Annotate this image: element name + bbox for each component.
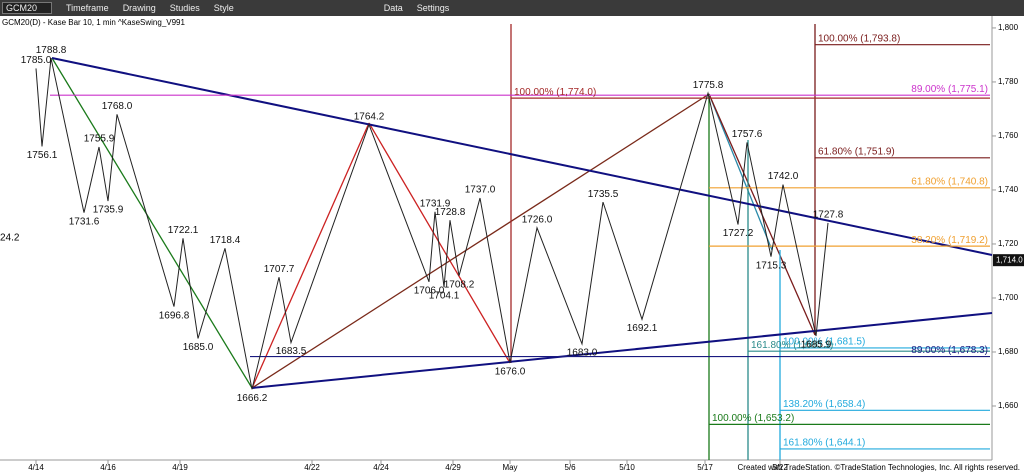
swing-label: 1735.5 <box>588 189 619 200</box>
y-tick-label: 1,720 <box>998 239 1019 248</box>
fib-label: 100.00% (1,774.0) <box>514 87 596 98</box>
symbol-box[interactable]: GCM20 <box>2 2 53 14</box>
last-price-box <box>993 254 1024 267</box>
swing-label: 1685.0 <box>183 342 214 353</box>
y-tick-label: 1,800 <box>998 23 1019 32</box>
x-tick-label: 5/22 <box>772 463 788 472</box>
swing-label: 1731.6 <box>69 216 100 227</box>
y-tick-label: 1,660 <box>998 401 1019 410</box>
swing-label: 1666.2 <box>237 393 268 404</box>
fib-label: 89.00% (1,678.3) <box>911 345 988 356</box>
footer: Created with TradeStation. ©TradeStation… <box>738 463 1021 472</box>
swing-line <box>35 58 829 390</box>
swing-label: 1768.0 <box>102 101 133 112</box>
toolbar: GCM20 Timeframe Drawing Studies Style Da… <box>0 0 1024 16</box>
fib-label: 138.20% (1,658.4) <box>783 399 865 410</box>
swing-label: 1707.7 <box>264 264 295 275</box>
swing-projection <box>51 57 253 389</box>
swing-label: 1737.0 <box>465 185 496 196</box>
menu-item[interactable]: Style <box>213 3 234 13</box>
swing-label: 1715.3 <box>756 260 787 271</box>
y-tick-label: 1,780 <box>998 77 1019 86</box>
menu-item[interactable]: Studies <box>169 3 200 13</box>
y-tick-label: 1,760 <box>998 131 1019 140</box>
swing-label: 1727.8 <box>813 210 844 221</box>
trend-line <box>251 312 993 389</box>
swing-label: 1683.0 <box>567 348 598 359</box>
fib-label: 89.00% (1,775.1) <box>911 84 988 95</box>
swing-label: 1706.0 <box>414 285 445 296</box>
fib-label: 161.80% (1,644.1) <box>783 438 865 449</box>
swing-label: 1692.1 <box>627 323 658 334</box>
swing-label: 1696.8 <box>159 310 190 321</box>
swing-label: 1764.2 <box>354 111 385 122</box>
x-tick-label: 5/17 <box>697 463 713 472</box>
x-tick-label: 4/29 <box>445 463 461 472</box>
swing-label: 1718.4 <box>210 235 241 246</box>
swing-label: 1735.9 <box>93 205 124 216</box>
fib-label: 38.20% (1,719.2) <box>911 235 988 246</box>
x-tick-label: 4/14 <box>28 463 44 472</box>
x-tick-label: 4/19 <box>172 463 188 472</box>
swing-label: 1683.5 <box>276 346 307 357</box>
swing-label: 1742.0 <box>768 171 799 182</box>
chart-title: GCM20(D) - Kase Bar 10, 1 min ^KaseSwing… <box>2 18 185 27</box>
last-price-label: 1,714.0 <box>996 255 1023 264</box>
x-tick-label: May <box>502 463 517 472</box>
fib-label: 100.00% (1,681.5) <box>783 337 865 348</box>
x-tick-label: 4/24 <box>373 463 389 472</box>
swing-label: 1757.6 <box>732 129 763 140</box>
menu-item[interactable]: Settings <box>416 3 450 13</box>
swing-label: 1708.2 <box>444 279 475 290</box>
swing-label: 1755.9 <box>84 134 115 145</box>
swing-label: 1726.0 <box>522 214 553 225</box>
fib-label: 61.80% (1,740.8) <box>911 176 988 187</box>
menu-item[interactable]: Drawing <box>122 3 156 13</box>
swing-label: 1785.0 <box>21 55 52 66</box>
x-tick-label: 4/16 <box>100 463 116 472</box>
swing-label: 1722.1 <box>168 225 199 236</box>
swing-label: 1775.8 <box>693 80 724 91</box>
swing-label: 1728.8 <box>435 207 466 218</box>
swing-label: 1731.9 <box>420 198 451 209</box>
swing-label: 1756.1 <box>27 150 58 161</box>
swing-label: 1704.1 <box>429 291 460 302</box>
x-tick-label: 5/6 <box>564 463 576 472</box>
swing-label: 1727.2 <box>723 228 754 239</box>
swing-projection <box>708 93 773 251</box>
swing-projection <box>251 122 370 389</box>
fib-label: 61.80% (1,751.9) <box>818 146 895 157</box>
x-tick-label: 5/10 <box>619 463 635 472</box>
y-tick-label: 1,700 <box>998 293 1019 302</box>
y-tick-label: 1,740 <box>998 185 1019 194</box>
swing-label: 1676.0 <box>495 366 526 377</box>
swing-projection <box>368 122 511 364</box>
swing-projection <box>251 93 710 389</box>
swing-label: 1685.9 <box>801 340 832 351</box>
trend-line <box>51 57 993 256</box>
menu-item[interactable]: Timeframe <box>66 3 109 13</box>
fib-label: 100.00% (1,793.8) <box>818 33 900 44</box>
fib-label: 161.80% (1,680.3) <box>751 340 833 351</box>
fib-label: 100.00% (1,653.2) <box>712 413 794 424</box>
x-tick-label: 4/22 <box>304 463 320 472</box>
swing-label: 1788.8 <box>36 45 67 56</box>
menu-item[interactable]: Data <box>383 3 403 13</box>
y-tick-label: 1,680 <box>998 347 1019 356</box>
clipped-label: 24.2 <box>0 233 20 244</box>
